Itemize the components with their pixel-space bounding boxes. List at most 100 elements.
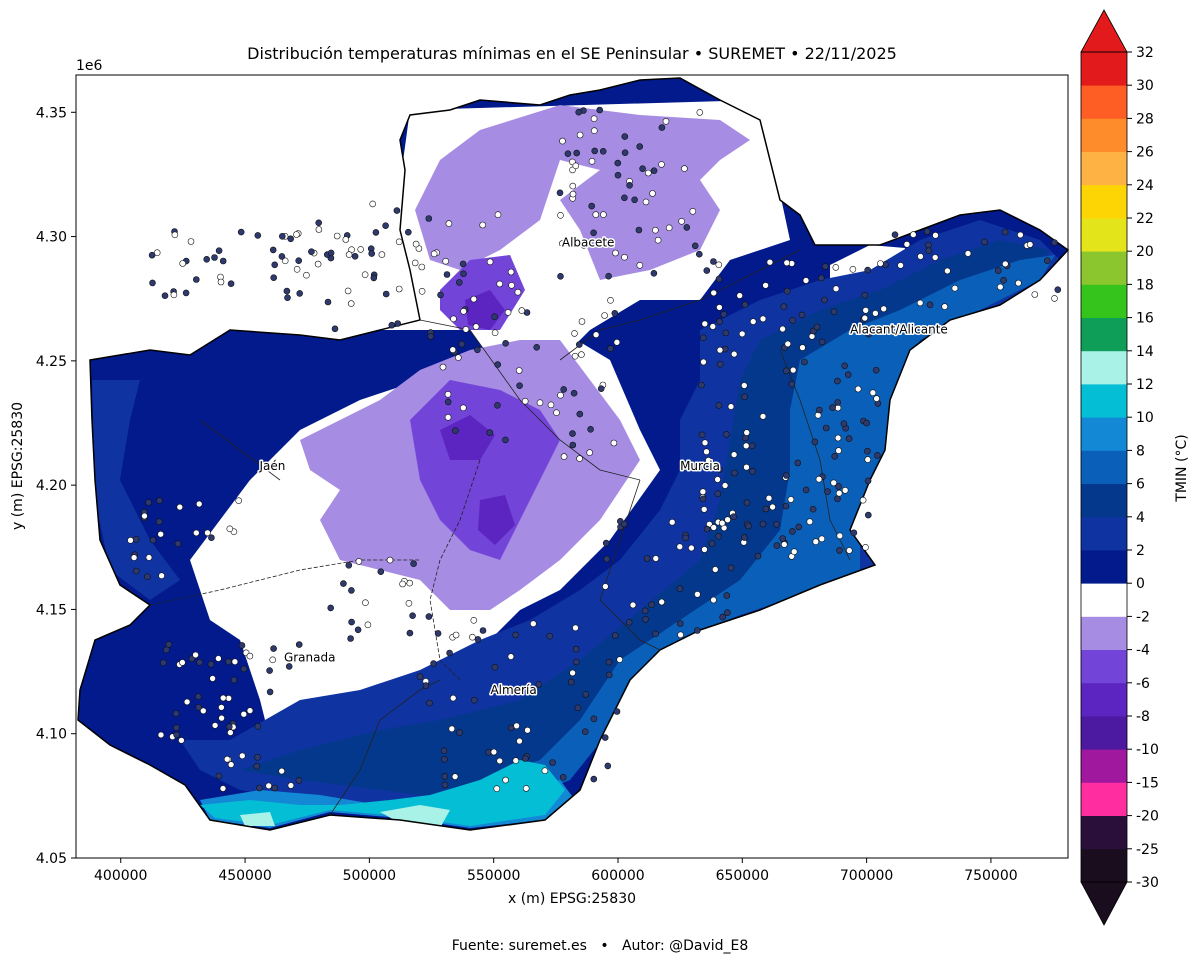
colorbar: -30-25-20-15-10-8-6-4-202468101214161820… xyxy=(1080,9,1159,926)
colorbar-bin xyxy=(1081,151,1127,186)
colorbar-tick-label: 12 xyxy=(1136,377,1154,393)
station-marker xyxy=(287,782,295,789)
station-marker xyxy=(607,345,614,352)
x-tick-label: 750000 xyxy=(964,868,1017,884)
station-marker xyxy=(801,358,808,366)
station-marker xyxy=(572,624,579,632)
station-marker xyxy=(211,254,218,261)
station-marker xyxy=(830,479,838,487)
station-marker xyxy=(715,275,723,283)
y-tick-label: 4.30 xyxy=(36,230,67,246)
station-marker xyxy=(787,496,795,503)
station-marker xyxy=(412,240,420,248)
station-marker xyxy=(782,502,790,510)
station-marker xyxy=(834,377,841,385)
station-marker xyxy=(474,636,482,643)
station-marker xyxy=(441,781,449,789)
station-marker xyxy=(605,658,613,666)
station-marker xyxy=(575,341,583,348)
station-marker xyxy=(716,304,723,311)
x-tick-label: 500000 xyxy=(343,868,396,884)
station-marker xyxy=(1017,231,1024,239)
colorbar-tick-label: -15 xyxy=(1136,775,1159,791)
station-marker xyxy=(256,784,263,792)
station-marker xyxy=(240,665,248,673)
station-marker xyxy=(564,150,572,157)
station-marker xyxy=(586,449,594,456)
station-marker xyxy=(709,323,717,330)
station-marker xyxy=(163,646,170,654)
station-marker xyxy=(909,231,917,238)
station-marker xyxy=(578,318,586,325)
station-marker xyxy=(835,489,843,497)
station-marker xyxy=(569,669,576,677)
station-marker xyxy=(815,475,823,483)
station-marker xyxy=(227,280,235,288)
station-marker xyxy=(572,162,580,170)
station-marker xyxy=(715,402,723,409)
x-tick-label: 450000 xyxy=(218,868,271,884)
station-marker xyxy=(395,285,403,293)
station-marker xyxy=(440,747,448,755)
station-marker xyxy=(459,404,467,412)
colorbar-bin xyxy=(1081,52,1127,86)
station-marker xyxy=(834,495,841,503)
station-marker xyxy=(215,247,223,254)
station-marker xyxy=(449,694,457,702)
station-marker xyxy=(590,127,598,134)
station-marker xyxy=(610,439,618,447)
station-marker xyxy=(740,382,748,389)
station-marker xyxy=(642,198,650,206)
station-marker xyxy=(285,663,293,670)
station-marker xyxy=(917,253,924,260)
station-marker xyxy=(698,431,706,439)
station-marker xyxy=(599,148,607,155)
station-marker xyxy=(204,529,211,537)
station-marker xyxy=(219,785,227,792)
station-marker xyxy=(693,627,701,634)
station-marker xyxy=(676,543,684,551)
station-marker xyxy=(769,503,776,511)
station-marker xyxy=(1000,276,1007,284)
station-marker xyxy=(880,305,888,313)
station-marker xyxy=(607,296,614,304)
city-label: Almería xyxy=(490,683,536,697)
station-marker xyxy=(832,285,840,293)
station-marker xyxy=(795,523,803,531)
station-marker xyxy=(449,346,457,354)
station-marker xyxy=(864,477,872,485)
station-marker xyxy=(648,601,655,609)
station-marker xyxy=(682,534,690,542)
colorbar-bin xyxy=(1081,516,1127,551)
station-marker xyxy=(784,340,792,348)
station-marker xyxy=(459,260,467,268)
station-marker xyxy=(173,731,180,739)
station-marker xyxy=(743,429,751,436)
station-marker xyxy=(596,106,604,114)
station-marker xyxy=(840,420,848,428)
station-marker xyxy=(219,694,227,702)
station-marker xyxy=(590,715,598,723)
station-marker xyxy=(652,555,660,562)
station-marker xyxy=(612,249,619,257)
station-marker xyxy=(227,729,234,736)
station-marker xyxy=(588,202,596,210)
station-marker xyxy=(736,292,744,299)
station-marker xyxy=(378,251,386,258)
colorbar-tick-label: -30 xyxy=(1136,875,1159,891)
station-marker xyxy=(521,397,529,405)
station-marker xyxy=(864,511,872,519)
station-marker xyxy=(650,269,658,277)
station-marker xyxy=(293,265,301,273)
station-marker xyxy=(944,267,951,275)
station-marker xyxy=(470,696,478,704)
station-marker xyxy=(749,318,757,325)
station-marker xyxy=(553,409,560,417)
colorbar-bin xyxy=(1081,384,1127,418)
station-marker xyxy=(711,566,719,573)
station-marker xyxy=(698,381,705,389)
station-marker xyxy=(507,653,515,660)
station-marker xyxy=(193,276,200,283)
station-marker xyxy=(613,338,621,346)
station-marker xyxy=(652,630,659,638)
